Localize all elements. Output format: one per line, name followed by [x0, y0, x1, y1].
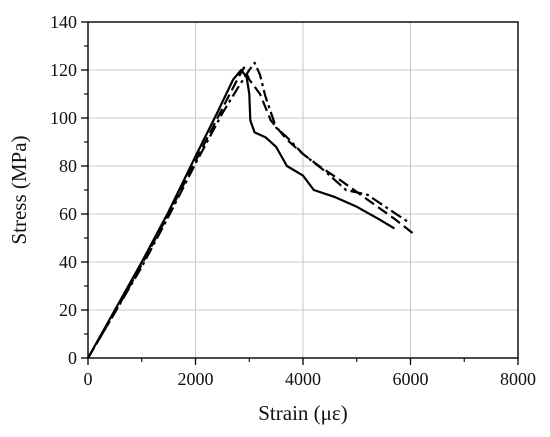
axis-ticks	[81, 21, 519, 365]
y-tick-label: 80	[59, 156, 77, 176]
x-tick-label: 6000	[393, 369, 429, 389]
series-line-dash-dot	[87, 61, 412, 359]
x-tick-label: 0	[84, 369, 93, 389]
series-line-dashed	[87, 66, 417, 359]
y-tick-label: 40	[59, 252, 77, 272]
x-tick-label: 4000	[285, 369, 321, 389]
y-tick-label: 60	[59, 204, 77, 224]
y-tick-label: 120	[50, 60, 77, 80]
y-tick-label: 100	[50, 108, 77, 128]
y-tick-label: 20	[59, 300, 77, 320]
y-axis-label: Stress (MPa)	[7, 135, 31, 244]
series-line-solid	[87, 68, 395, 359]
y-tick-label: 140	[50, 12, 77, 32]
x-axis-label: Strain (με)	[258, 401, 347, 425]
data-series	[87, 61, 417, 359]
y-tick-label: 0	[68, 348, 77, 368]
tick-labels: 0 2000 4000 6000 8000 0 20 40 60 80 100 120 140	[50, 12, 536, 389]
x-tick-label: 2000	[178, 369, 214, 389]
grid-lines	[88, 22, 518, 358]
x-tick-label: 8000	[500, 369, 536, 389]
